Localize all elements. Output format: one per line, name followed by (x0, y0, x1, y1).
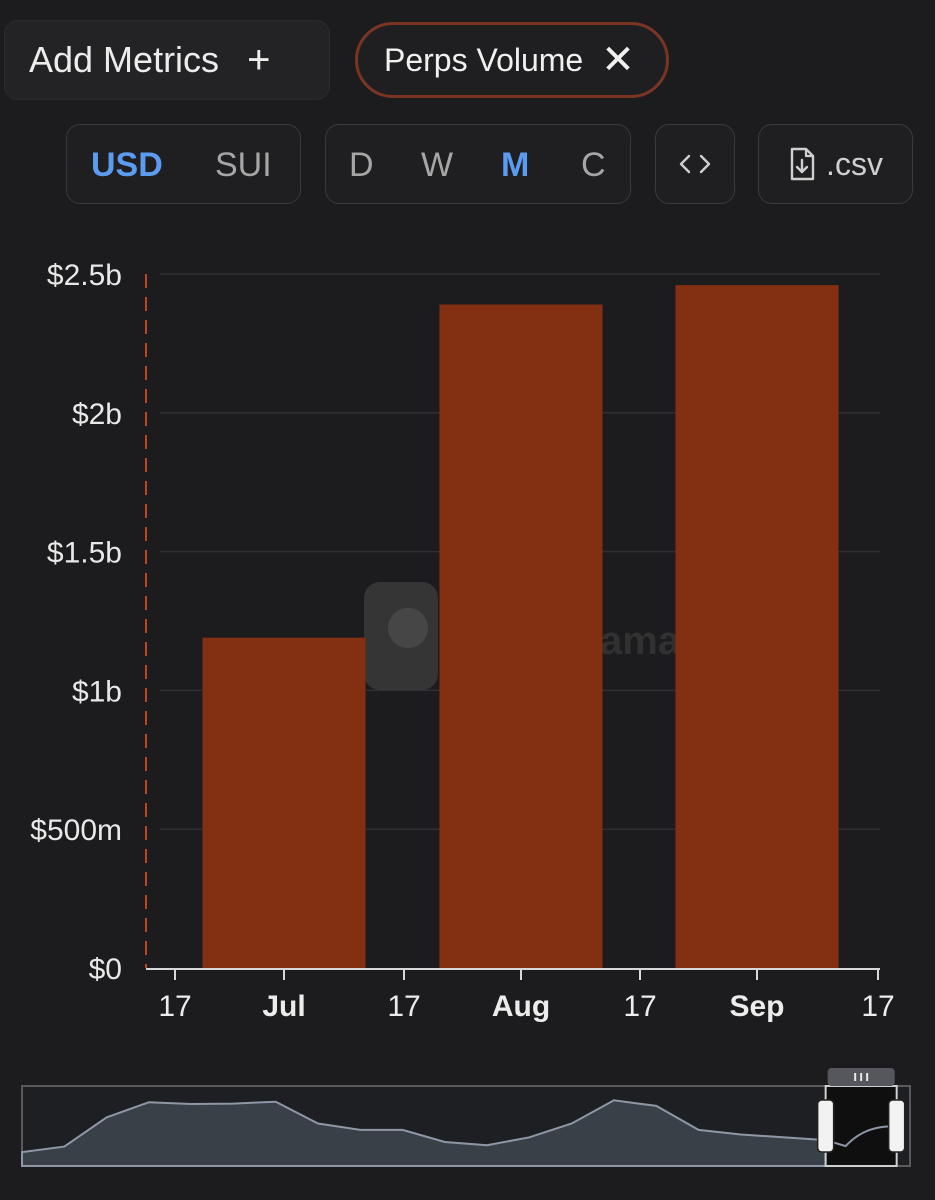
navigator-left-handle[interactable] (816, 1099, 835, 1153)
period-option-w[interactable]: W (421, 146, 454, 184)
metric-chip-label: Perps Volume (384, 41, 584, 78)
x-tick-label: Aug (492, 990, 550, 1023)
x-axis: 17 Jul 17 Aug 17 Sep 17 (146, 968, 895, 1023)
plus-icon: + (247, 37, 271, 82)
bar-jul[interactable] (202, 637, 366, 968)
code-icon (679, 154, 711, 174)
x-tick-label: 17 (623, 990, 656, 1023)
currency-option-sui[interactable]: SUI (215, 146, 272, 184)
close-icon[interactable]: ✕ (601, 38, 635, 82)
bars (202, 285, 839, 968)
watermark-logo: ama (364, 582, 681, 690)
file-download-icon (790, 147, 815, 181)
range-navigator[interactable] (0, 1060, 935, 1180)
x-tick-label: 17 (387, 990, 420, 1023)
embed-button[interactable] (655, 124, 735, 204)
period-toggle: D W M C (325, 124, 631, 204)
perps-volume-chart: ama $0$500m$1b$1.5b$2b$2.5b 17 Jul 17 Aug 17… (30, 259, 895, 1023)
y-tick-label: $2.5b (47, 259, 122, 292)
perps-volume-chip[interactable]: Perps Volume ✕ (355, 22, 669, 98)
navigator-right-handle[interactable] (887, 1099, 906, 1153)
currency-toggle: USD SUI (66, 124, 301, 204)
x-tick-label: 17 (158, 990, 191, 1023)
y-tick-label: $500m (30, 814, 122, 847)
y-tick-label: $0 (89, 953, 122, 986)
y-tick-label: $1.5b (47, 537, 122, 570)
bar-sep[interactable] (675, 285, 839, 968)
y-axis: $0 $500m $1b $1.5b $2b $2.5b (30, 259, 122, 986)
period-option-d[interactable]: D (349, 146, 374, 184)
download-csv-button[interactable]: .csv (758, 124, 913, 204)
period-option-m[interactable]: M (501, 146, 530, 184)
bar-aug[interactable] (439, 304, 603, 968)
y-tick-label: $1b (72, 675, 122, 708)
grip-icon (854, 1073, 869, 1081)
x-tick-label: Jul (262, 990, 305, 1023)
add-metrics-button[interactable]: Add Metrics + (4, 20, 330, 100)
add-metrics-label: Add Metrics (29, 39, 220, 80)
period-option-c[interactable]: C (581, 146, 606, 184)
navigator-area (21, 1099, 827, 1167)
csv-label: .csv (826, 145, 883, 182)
x-tick-label: Sep (729, 990, 784, 1023)
watermark-text: ama (600, 619, 681, 663)
x-tick-label: 17 (861, 990, 894, 1023)
y-tick-label: $2b (72, 398, 122, 431)
currency-option-usd[interactable]: USD (91, 146, 163, 184)
